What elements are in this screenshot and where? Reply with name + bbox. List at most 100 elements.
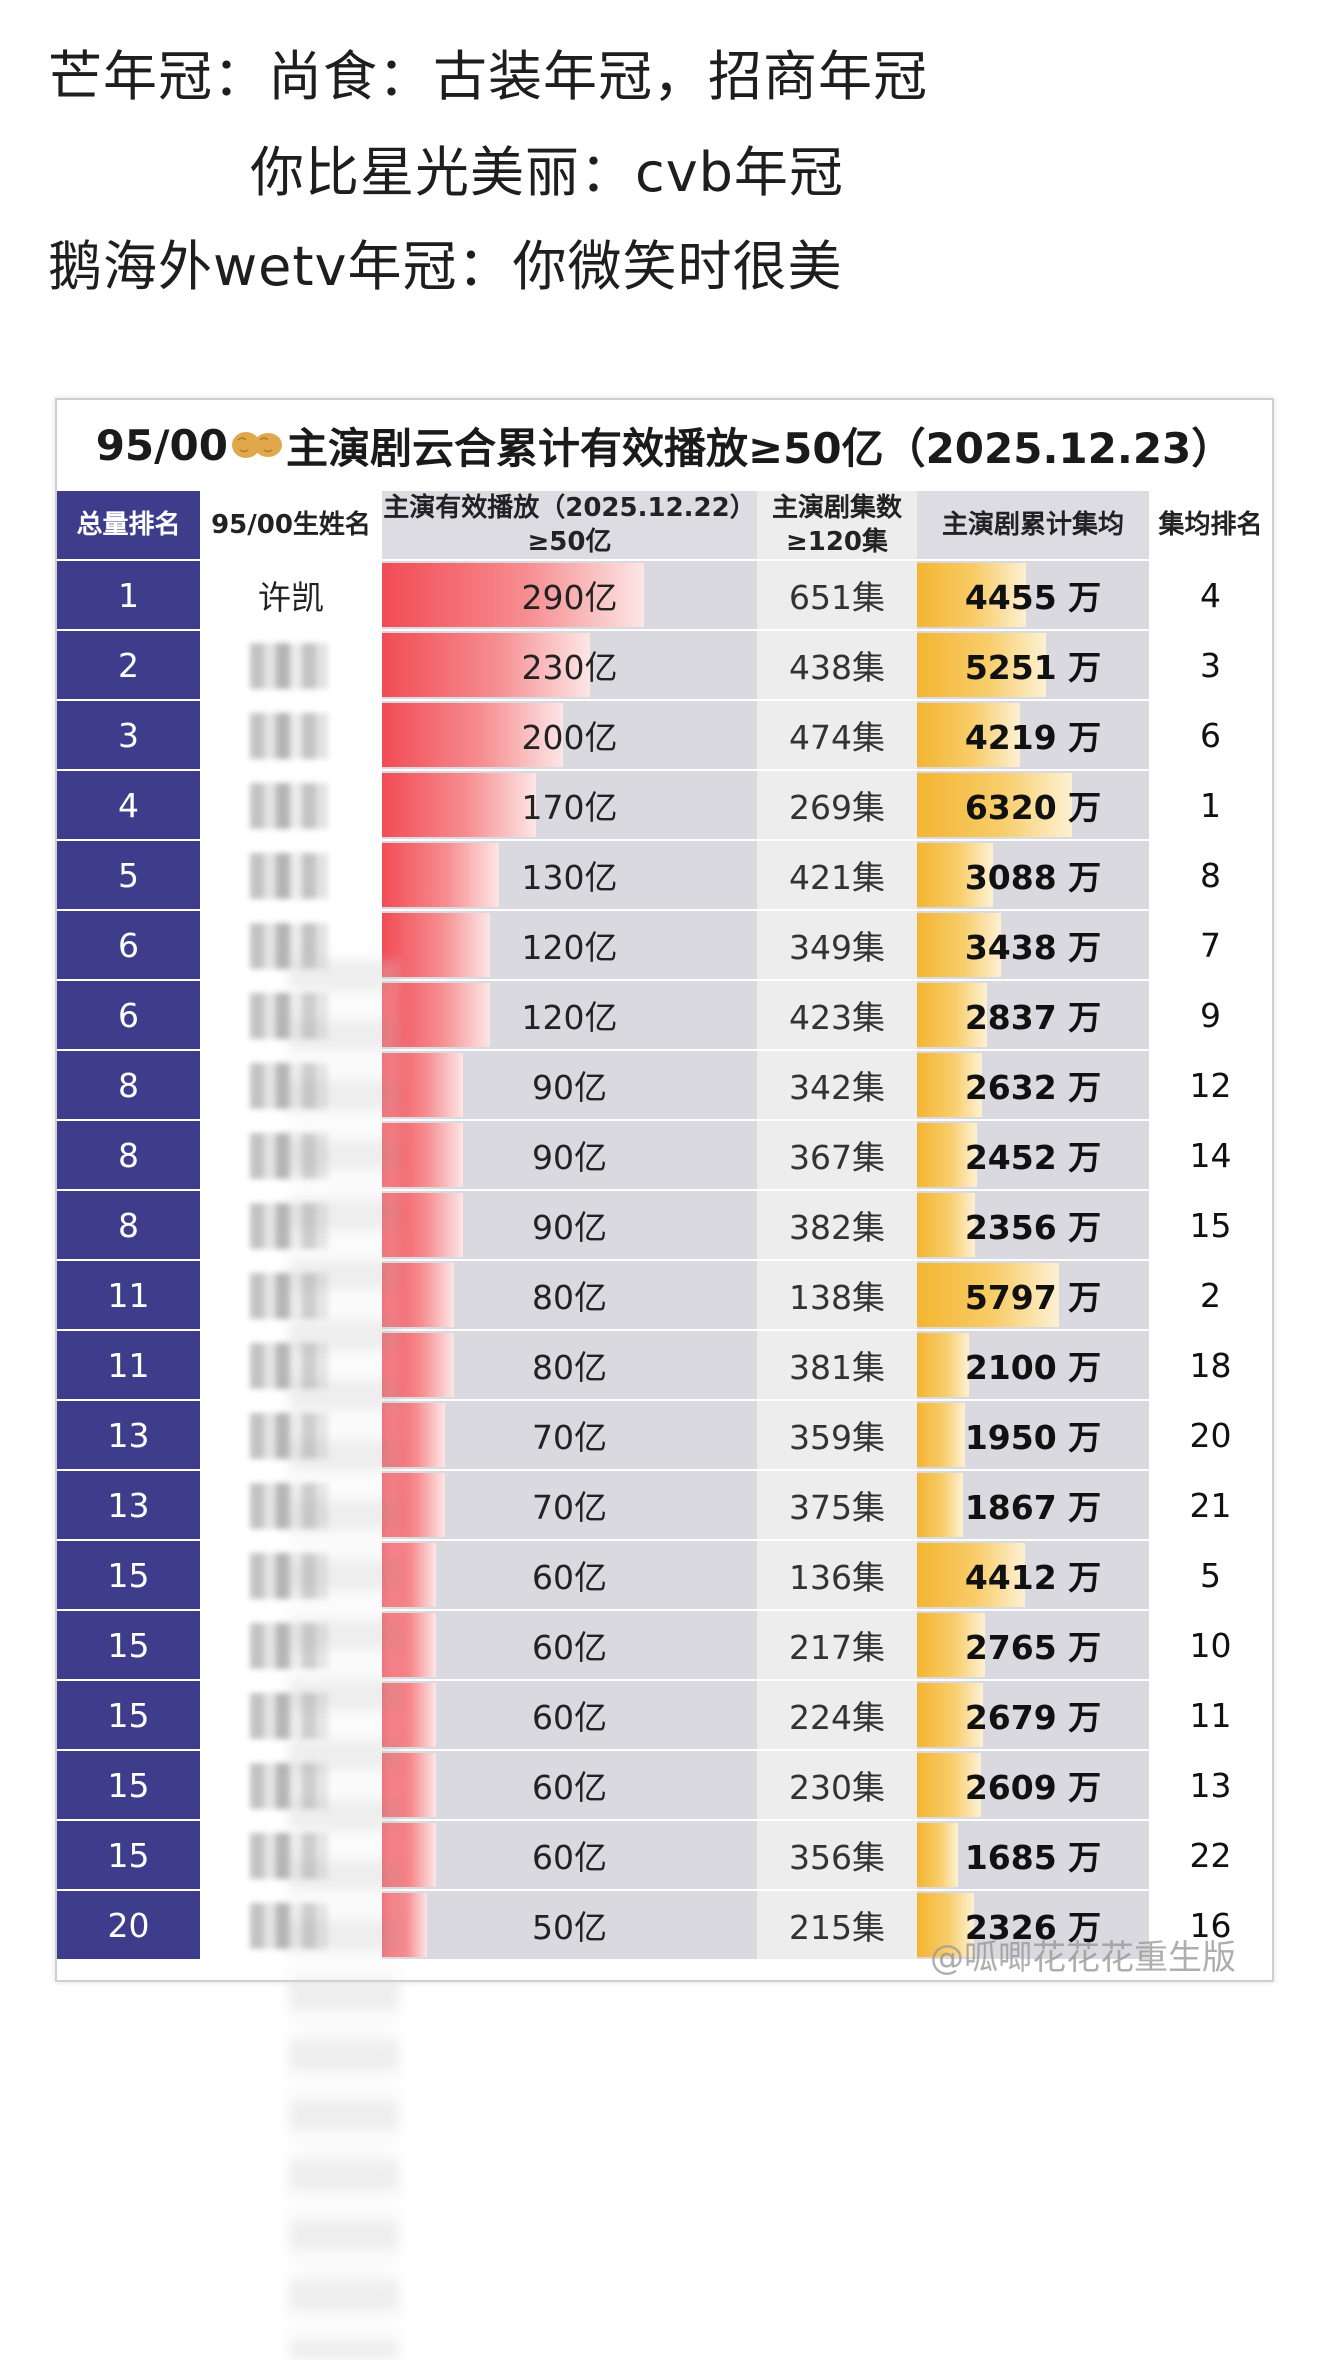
average-rank-value: 21 [1189,1485,1232,1525]
average-cell: 2100 万 [917,1331,1149,1401]
rank-value: 3 [118,715,139,755]
average-rank-value: 20 [1189,1415,1232,1455]
episodes-value: 423集 [789,998,885,1037]
average-rank-cell: 9 [1149,981,1272,1051]
play-cell: 60亿 [382,1751,757,1821]
play-cell: 130亿 [382,841,757,911]
play-bar [382,1823,436,1887]
rank-cell: 11 [57,1261,200,1331]
episodes-cell: 438集 [757,631,917,701]
name-mosaic [250,1413,328,1459]
episodes-value: 215集 [789,1908,885,1947]
table-row: 15 60亿 356集 1685 万 22 [57,1821,1272,1891]
play-bar [382,913,490,977]
table-row: 4 170亿 269集 6320 万 1 [57,771,1272,841]
average-bar [917,1823,958,1887]
play-bar [382,1473,445,1537]
play-bar [382,703,563,767]
table-row: 8 90亿 342集 2632 万 12 [57,1051,1272,1121]
name-mosaic [250,923,328,969]
rank-cell: 13 [57,1401,200,1471]
name-mosaic [250,1063,328,1109]
table-row: 8 90亿 382集 2356 万 15 [57,1191,1272,1261]
rank-cell: 4 [57,771,200,841]
episodes-value: 269集 [789,788,885,827]
table-row: 13 70亿 359集 1950 万 20 [57,1401,1272,1471]
average-rank-cell: 11 [1149,1681,1272,1751]
name-mosaic [250,993,328,1039]
average-rank-value: 3 [1200,645,1221,685]
average-bar [917,1193,975,1257]
average-cell: 3088 万 [917,841,1149,911]
name-mosaic [250,1133,328,1179]
rank-cell: 8 [57,1191,200,1261]
name-cell [200,1471,382,1541]
rank-cell: 3 [57,701,200,771]
episodes-cell: 349集 [757,911,917,981]
name-mosaic [250,643,328,689]
play-value: 290亿 [521,578,618,617]
name-mosaic [250,1343,328,1389]
ranking-table-image: 95/00 主演剧云合累计有效播放≥50亿（2025.12.23） 总量排名 9… [55,398,1274,2360]
rank-cell: 8 [57,1121,200,1191]
play-value: 60亿 [532,1838,607,1877]
episodes-value: 138集 [789,1278,885,1317]
average-value: 2356 万 [964,1208,1102,1247]
name-cell [200,1681,382,1751]
play-cell: 90亿 [382,1121,757,1191]
play-value: 60亿 [532,1628,607,1667]
average-cell: 2609 万 [917,1751,1149,1821]
name-cell [200,1401,382,1471]
name-cell [200,1891,382,1961]
name-mosaic [250,1273,328,1319]
table-row: 8 90亿 367集 2452 万 14 [57,1121,1272,1191]
average-rank-cell: 16 [1149,1891,1272,1961]
play-bar [382,1263,454,1327]
play-cell: 60亿 [382,1821,757,1891]
table-title-text: 主演剧云合累计有效播放≥50亿（2025.12.23） [285,423,1234,473]
average-bar [917,1753,981,1817]
average-value: 4412 万 [964,1558,1102,1597]
rank-value: 5 [118,855,139,895]
average-value: 4455 万 [964,578,1102,617]
episodes-cell: 651集 [757,561,917,631]
rank-cell: 15 [57,1611,200,1681]
table-row: 5 130亿 421集 3088 万 8 [57,841,1272,911]
name-cell [200,1751,382,1821]
name-cell [200,911,382,981]
average-cell: 2765 万 [917,1611,1149,1681]
play-value: 50亿 [532,1908,607,1947]
average-cell: 4412 万 [917,1541,1149,1611]
name-mosaic [250,853,328,899]
average-rank-value: 15 [1189,1205,1232,1245]
rank-value: 8 [118,1065,139,1105]
average-cell: 4219 万 [917,701,1149,771]
table-row: 6 120亿 423集 2837 万 9 [57,981,1272,1051]
average-rank-cell: 18 [1149,1331,1272,1401]
play-value: 80亿 [532,1278,607,1317]
play-cell: 80亿 [382,1261,757,1331]
average-rank-cell: 21 [1149,1471,1272,1541]
rank-cell: 8 [57,1051,200,1121]
rank-cell: 1 [57,561,200,631]
rank-value: 15 [107,1625,150,1665]
average-rank-value: 14 [1189,1135,1232,1175]
table-row: 3 200亿 474集 4219 万 6 [57,701,1272,771]
table-row: 20 50亿 215集 2326 万 16 [57,1891,1272,1961]
play-cell: 120亿 [382,981,757,1051]
average-rank-value: 1 [1200,785,1221,825]
average-cell: 2452 万 [917,1121,1149,1191]
average-bar [917,1053,982,1117]
header-average-rank: 集均排名 [1149,491,1272,561]
average-cell: 2837 万 [917,981,1149,1051]
rank-value: 15 [107,1695,150,1735]
play-value: 70亿 [532,1488,607,1527]
play-cell: 90亿 [382,1191,757,1261]
header-rank: 总量排名 [57,491,200,561]
name-mosaic [250,1623,328,1669]
average-rank-cell: 5 [1149,1541,1272,1611]
average-rank-cell: 1 [1149,771,1272,841]
episodes-value: 651集 [789,578,885,617]
name-value: 许凯 [258,578,324,617]
rank-cell: 6 [57,981,200,1051]
